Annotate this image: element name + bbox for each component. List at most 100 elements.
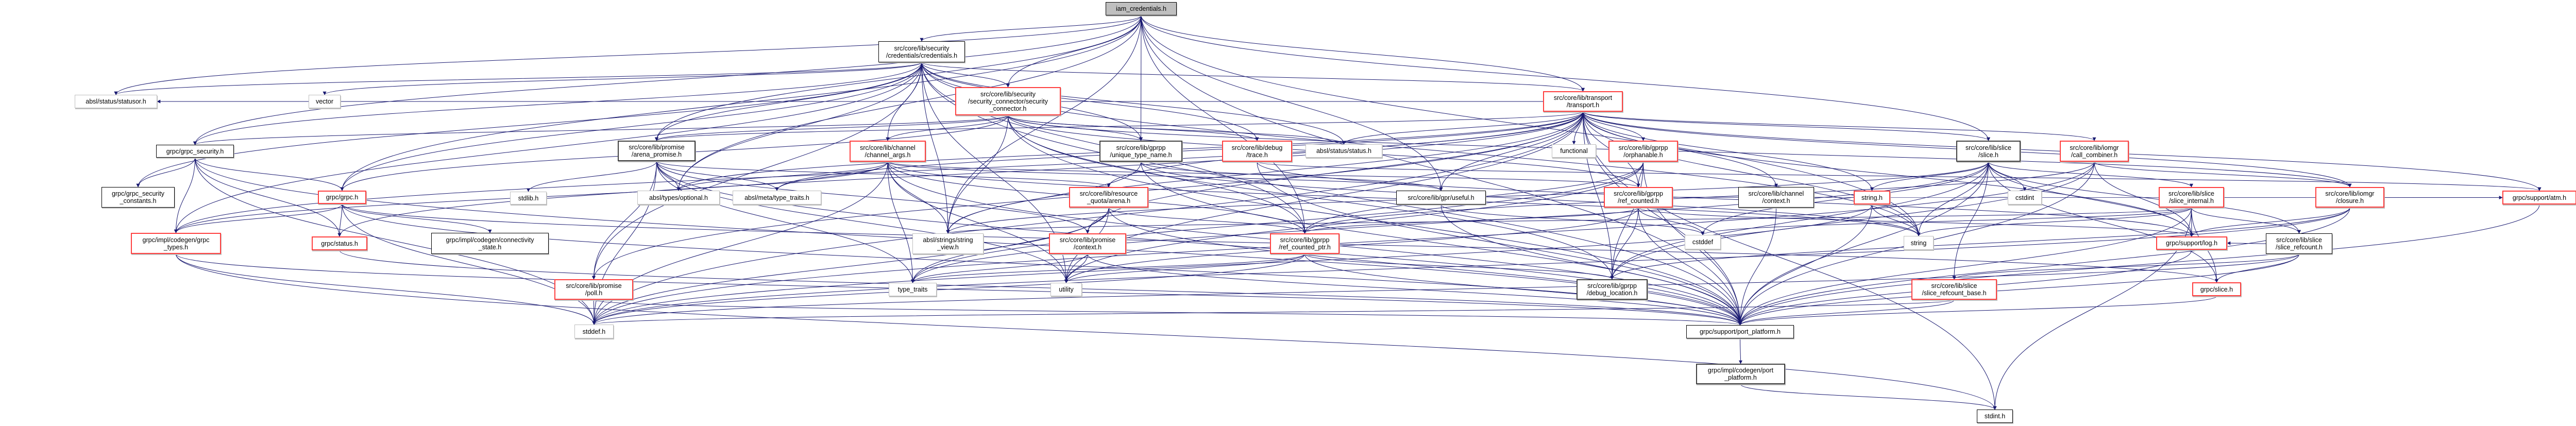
node-label: cstddef: [1692, 238, 1714, 246]
node-grpc-security[interactable]: grpc/grpc_security.h: [156, 145, 234, 158]
node-label: /poll.h: [585, 289, 603, 297]
node-trace[interactable]: src/core/lib/debug/trace.h: [1222, 141, 1292, 162]
node-orphanable[interactable]: src/core/lib/gprpp/orphanable.h: [1608, 141, 1678, 162]
node-statusor[interactable]: absl/status/statusor.h: [75, 95, 157, 108]
edge-grpc-h-to-connectivity: [342, 203, 492, 233]
edge-orphanable-to-utility: [1064, 161, 1643, 283]
node-utility[interactable]: utility: [1050, 283, 1082, 296]
node-grpc-slice[interactable]: grpc/slice.h: [2192, 282, 2241, 296]
edge-channel-args-to-type-traits: [887, 161, 914, 283]
node-stddef[interactable]: stddef.h: [574, 325, 614, 338]
node-port-platform[interactable]: grpc/support/port_platform.h: [1686, 325, 1794, 338]
edge-transport-to-useful: [1439, 111, 1583, 191]
edge-string-h-to-string: [1872, 204, 1921, 236]
node-string[interactable]: string: [1904, 236, 1934, 250]
node-poll[interactable]: src/core/lib/promise/poll.h: [554, 279, 633, 300]
edge-transport-to-arena-promise: [655, 111, 1583, 141]
node-label: grpc/grpc.h: [326, 194, 359, 201]
node-useful[interactable]: src/core/lib/gpr/useful.h: [1396, 191, 1486, 205]
node-channel-args[interactable]: src/core/lib/channel/channel_args.h: [850, 141, 926, 162]
node-type-traits[interactable]: type_traits: [889, 283, 937, 296]
edge-root-to-unique-type-name: [1139, 15, 1143, 141]
node-label: type_traits: [897, 286, 928, 293]
node-slice-refcount-base[interactable]: src/core/lib/slice/slice_refcount_base.h: [1911, 279, 1997, 300]
edge-transport-to-stdint: [1583, 111, 1997, 410]
node-arena-promise[interactable]: src/core/lib/promise/arena_promise.h: [618, 141, 696, 161]
edge-slice-internal-to-string-view: [946, 207, 2192, 234]
node-grpc-types[interactable]: grpc/impl/codegen/grpc _types.h: [131, 233, 221, 254]
node-status[interactable]: absl/status/status.h: [1306, 144, 1382, 158]
node-label: _connector.h: [989, 105, 1027, 112]
node-label: src/core/lib/gprpp: [1618, 144, 1668, 151]
node-label: src/core/lib/gpr/useful.h: [1408, 194, 1475, 201]
node-absl-type-traits[interactable]: absl/meta/type_traits.h: [733, 191, 821, 205]
node-ref-counted[interactable]: src/core/lib/gprpp/ref_counted.h: [1604, 187, 1673, 208]
node-debug-location[interactable]: src/core/lib/gprpp/debug_location.h: [1577, 279, 1648, 300]
edge-grpc-security-to-grpc-security-constants: [136, 157, 195, 188]
node-label: src/core/lib/slice: [2168, 190, 2214, 197]
node-promise-context[interactable]: src/core/lib/promise/context.h: [1049, 233, 1126, 254]
node-ref-counted-ptr[interactable]: src/core/lib/gprpp/ref_counted_ptr.h: [1270, 233, 1340, 254]
node-closure[interactable]: src/core/lib/iomgr/closure.h: [2315, 187, 2384, 208]
node-label: src/core/lib/security: [980, 90, 1036, 98]
node-slice[interactable]: src/core/lib/slice/slice.h: [1956, 141, 2021, 162]
edge-grpc-slice-to-port-platform: [1738, 296, 2217, 326]
node-call-combiner[interactable]: src/core/lib/iomgr/call_combiner.h: [2060, 141, 2129, 162]
node-cstddef[interactable]: cstddef: [1685, 235, 1721, 249]
node-credentials[interactable]: src/core/lib/security/credentials/creden…: [878, 41, 965, 62]
node-label: src/core/lib/gprpp: [1280, 236, 1330, 244]
node-codegen-port[interactable]: grpc/impl/codegen/port _platform.h: [1696, 364, 1785, 384]
node-string-view[interactable]: absl/strings/string _view.h: [912, 233, 984, 254]
node-label: src/core/lib/gprpp: [1587, 282, 1637, 289]
node-functional[interactable]: functional: [1552, 144, 1596, 158]
edge-transport-to-slice: [1583, 111, 1990, 141]
edge-call-combiner-to-stddef: [592, 161, 2095, 325]
node-connectivity[interactable]: grpc/impl/codegen/connectivity _state.h: [431, 233, 549, 254]
node-string-h[interactable]: string.h: [1854, 191, 1890, 205]
node-grpc-security-constants[interactable]: grpc/grpc_security _constants.h: [101, 187, 175, 208]
node-unique-type-name[interactable]: src/core/lib/gprpp/unique_type_name.h: [1099, 141, 1182, 162]
node-slice-internal[interactable]: src/core/lib/slice/slice_internal.h: [2159, 187, 2224, 208]
node-grpc-status[interactable]: grpc/status.h: [312, 236, 367, 250]
node-log[interactable]: grpc/support/log.h: [2156, 236, 2227, 250]
node-label: /arena_promise.h: [631, 151, 682, 158]
edge-slice-to-debug-location: [1610, 161, 1989, 280]
node-label: absl/types/optional.h: [649, 194, 708, 201]
edge-sec-conn-to-closure: [1008, 115, 2352, 188]
node-slice-refcount[interactable]: src/core/lib/slice/slice_refcount.h: [2266, 233, 2332, 254]
edge-trace-to-port-platform: [1257, 161, 1742, 326]
edge-arena-to-ref-counted-ptr: [1108, 207, 1307, 234]
edge-root-to-sec-conn: [1006, 15, 1142, 88]
node-optional[interactable]: absl/types/optional.h: [637, 191, 720, 205]
edge-root-to-optional: [676, 15, 1142, 191]
edge-slice-to-slice-refcount: [1988, 161, 2301, 234]
node-label: _state.h: [478, 243, 502, 251]
node-label: /security_connector/security: [968, 97, 1048, 105]
edge-channel-args-to-stddef: [592, 161, 888, 325]
node-stdint[interactable]: stdint.h: [1977, 410, 2013, 423]
node-arena[interactable]: src/core/lib/resource _quota/arena.h: [1069, 187, 1148, 208]
node-grpc-h[interactable]: grpc/grpc.h: [318, 191, 366, 204]
node-label: grpc/impl/codegen/connectivity: [446, 236, 534, 244]
node-atm[interactable]: grpc/support/atm.h: [2502, 191, 2576, 205]
edge-slice-refcount-to-grpc-slice: [2215, 253, 2299, 283]
edge-root-to-string-view: [946, 15, 1142, 234]
node-cstdint[interactable]: cstdint: [2008, 191, 2042, 205]
edge-promise-context-to-port-platform: [1087, 253, 1742, 326]
node-label: grpc/impl/codegen/grpc: [142, 236, 210, 244]
edge-grpc-types-to-stddef: [176, 253, 596, 325]
edge-arena-to-port-platform: [1108, 207, 1742, 326]
node-label: grpc/slice.h: [2200, 285, 2233, 293]
node-label: utility: [1059, 286, 1074, 293]
node-vector[interactable]: vector: [309, 95, 341, 108]
node-sec-conn[interactable]: src/core/lib/security/security_connector…: [955, 87, 1061, 115]
edge-call-combiner-to-log: [2094, 161, 2194, 237]
node-transport[interactable]: src/core/lib/transport/transport.h: [1543, 91, 1623, 112]
edge-credentials-to-grpc-security-constants: [136, 62, 922, 188]
node-label: src/core/lib/promise: [566, 282, 622, 289]
edge-transport-to-grpc-status: [337, 111, 1583, 237]
node-stdlib[interactable]: stdlib.h: [510, 192, 547, 205]
node-channel-context[interactable]: src/core/lib/channel/context.h: [1738, 187, 1814, 208]
node-root[interactable]: iam_credentials.h: [1106, 2, 1177, 15]
edge-slice-refcount-to-stddef: [592, 253, 2299, 325]
